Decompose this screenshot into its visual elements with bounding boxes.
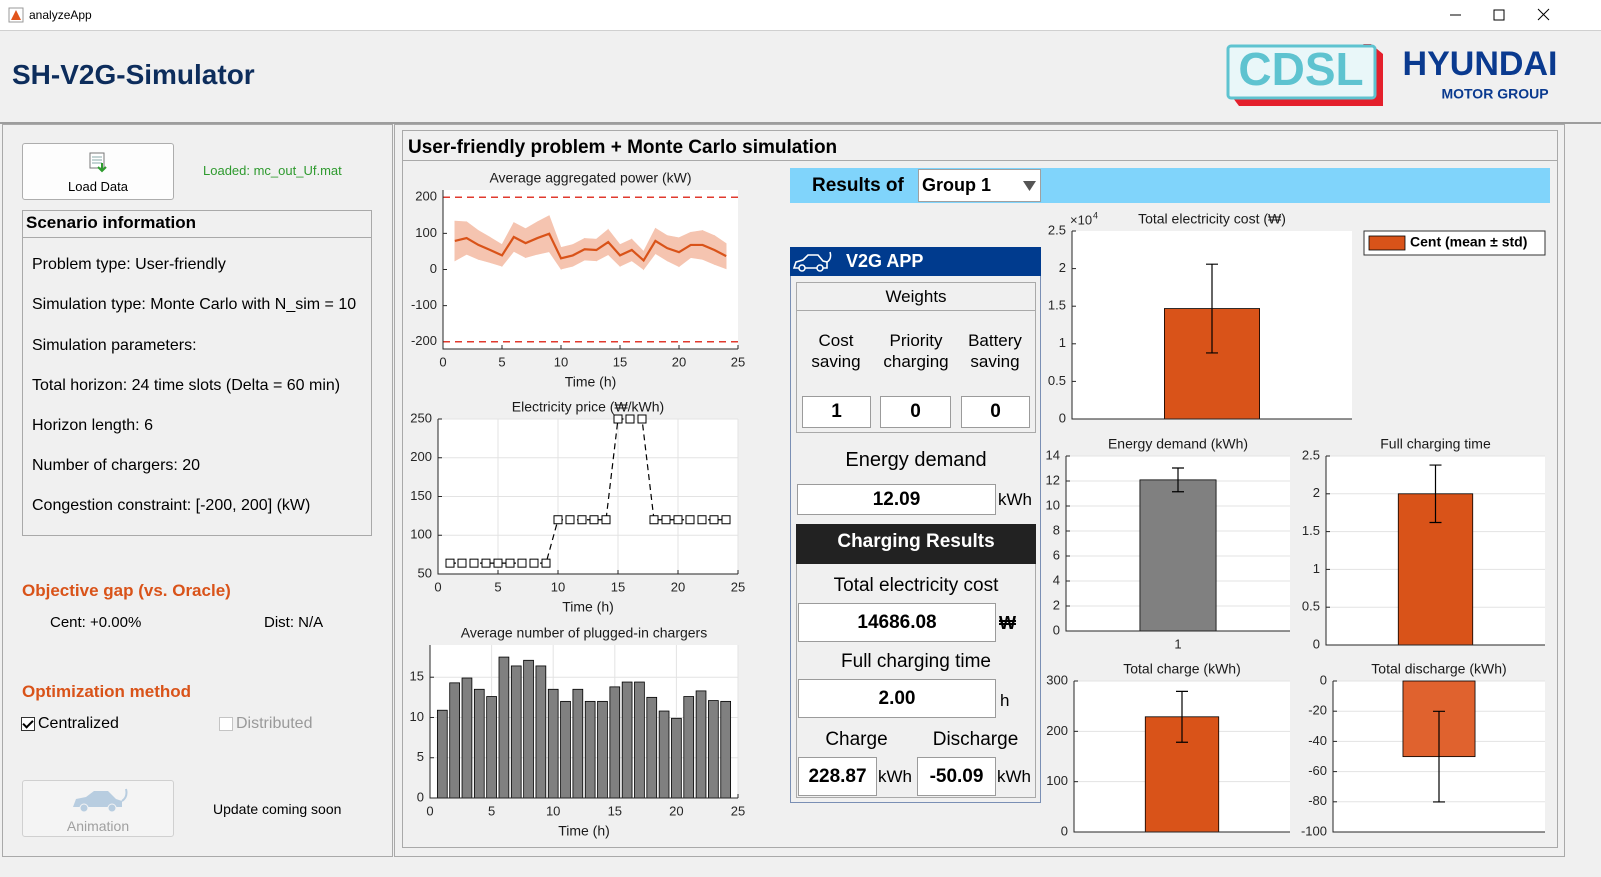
maximize-button[interactable] [1493, 9, 1505, 21]
main-title: User-friendly problem + Monte Carlo simu… [408, 137, 838, 158]
main-panel [402, 130, 1558, 848]
weight-label: Cost saving [811, 331, 861, 371]
load-data-button[interactable]: Load Data [22, 143, 174, 200]
scenario-header [23, 211, 371, 238]
distributed-checkbox: Distributed [219, 715, 312, 733]
scenario-line: Problem type: User-friendly [32, 256, 226, 273]
hyundai-sub: MOTOR GROUP [1441, 86, 1548, 102]
main-panel-divider [403, 160, 1557, 161]
scenario-panel [22, 210, 372, 536]
window-controls[interactable] [1430, 0, 1601, 30]
weights-title: Weights [885, 287, 947, 306]
weight-field[interactable]: 0 [880, 396, 951, 428]
scenario-title: Scenario information [26, 213, 197, 232]
app-title: SH-V2G-Simulator [12, 59, 255, 90]
weight-label: Battery saving [968, 331, 1022, 371]
v2g-app-title: V2G APP [846, 251, 924, 271]
scenario-line: Congestion constraint: [-200, 200] (kW) [32, 497, 311, 514]
total-cost-label: Total electricity cost [833, 575, 999, 596]
sidebar [2, 124, 393, 857]
hyundai-logo: HYUNDAI [1403, 45, 1558, 83]
energy-demand-unit: kWh [998, 490, 1032, 509]
cdsl-arrow [1233, 44, 1383, 106]
results-bar [790, 168, 1550, 203]
dist-gap: Dist: N/A [264, 614, 324, 631]
load-icon [89, 152, 107, 173]
weight-label: Priority charging [883, 331, 949, 371]
weight-field[interactable]: 0 [961, 396, 1030, 428]
weight-field[interactable]: 1 [802, 396, 871, 428]
weights-divider [797, 310, 1035, 311]
load-status: Loaded: mc_out_Uf.mat [203, 163, 342, 178]
app-icon [8, 7, 24, 23]
results-label: Results of [812, 175, 904, 196]
animation-icon [73, 788, 128, 813]
total-cost-unit: ₩ [999, 613, 1016, 633]
scenario-line: Number of chargers: 20 [32, 457, 201, 474]
animation-button: Animation [22, 780, 174, 837]
v2g-app-header [790, 247, 1041, 276]
discharge-label: Discharge [932, 729, 1019, 750]
main-area [394, 124, 1565, 857]
group-value: Group 1 [922, 175, 992, 195]
discharge-field: -50.09 [917, 757, 996, 796]
charge-field: 228.87 [798, 757, 877, 796]
car-icon [792, 251, 832, 272]
full-time-unit: h [1000, 691, 1010, 710]
full-time-field: 2.00 [798, 679, 996, 718]
charging-results-header [796, 524, 1036, 564]
animation-note: Update coming soon [213, 801, 342, 817]
scenario-line: Horizon length: 6 [32, 417, 153, 434]
dropdown-arrow [1023, 181, 1036, 191]
cdsl-logo: CDSL [1238, 43, 1363, 95]
discharge-unit: kWh [997, 767, 1031, 786]
objective-gap-title: Objective gap (vs. Oracle) [22, 581, 231, 600]
cdsl-frame [1226, 44, 1377, 100]
animation-label: Animation [66, 818, 130, 834]
centralized-checkbox[interactable]: Centralized [21, 715, 119, 733]
close-button[interactable] [1537, 8, 1550, 21]
energy-demand-field: 12.09 [797, 484, 996, 515]
energy-demand-label: Energy demand [845, 449, 987, 471]
charging-results-title: Charging Results [837, 531, 995, 552]
scenario-line: Total horizon: 24 time slots (Delta = 60… [32, 377, 341, 394]
logos: CDSL HYUNDAI MOTOR GROUP [1226, 43, 1558, 106]
total-cost-field: 14686.08 [798, 603, 996, 642]
load-data-label: Load Data [68, 179, 128, 194]
charge-unit: kWh [878, 767, 912, 786]
group-dropdown[interactable]: Group 1 [918, 169, 1041, 202]
weights-panel [796, 282, 1036, 433]
full-time-label: Full charging time [841, 651, 991, 672]
cent-gap: Cent: +0.00% [50, 614, 142, 631]
window-title: analyzeApp [29, 8, 92, 22]
optimization-title: Optimization method [22, 682, 192, 701]
title-bar [0, 0, 1601, 31]
charge-label: Charge [825, 729, 888, 750]
scenario-line: Simulation type: Monte Carlo with N_sim … [32, 296, 357, 313]
scenario-line: Simulation parameters: [32, 337, 197, 354]
